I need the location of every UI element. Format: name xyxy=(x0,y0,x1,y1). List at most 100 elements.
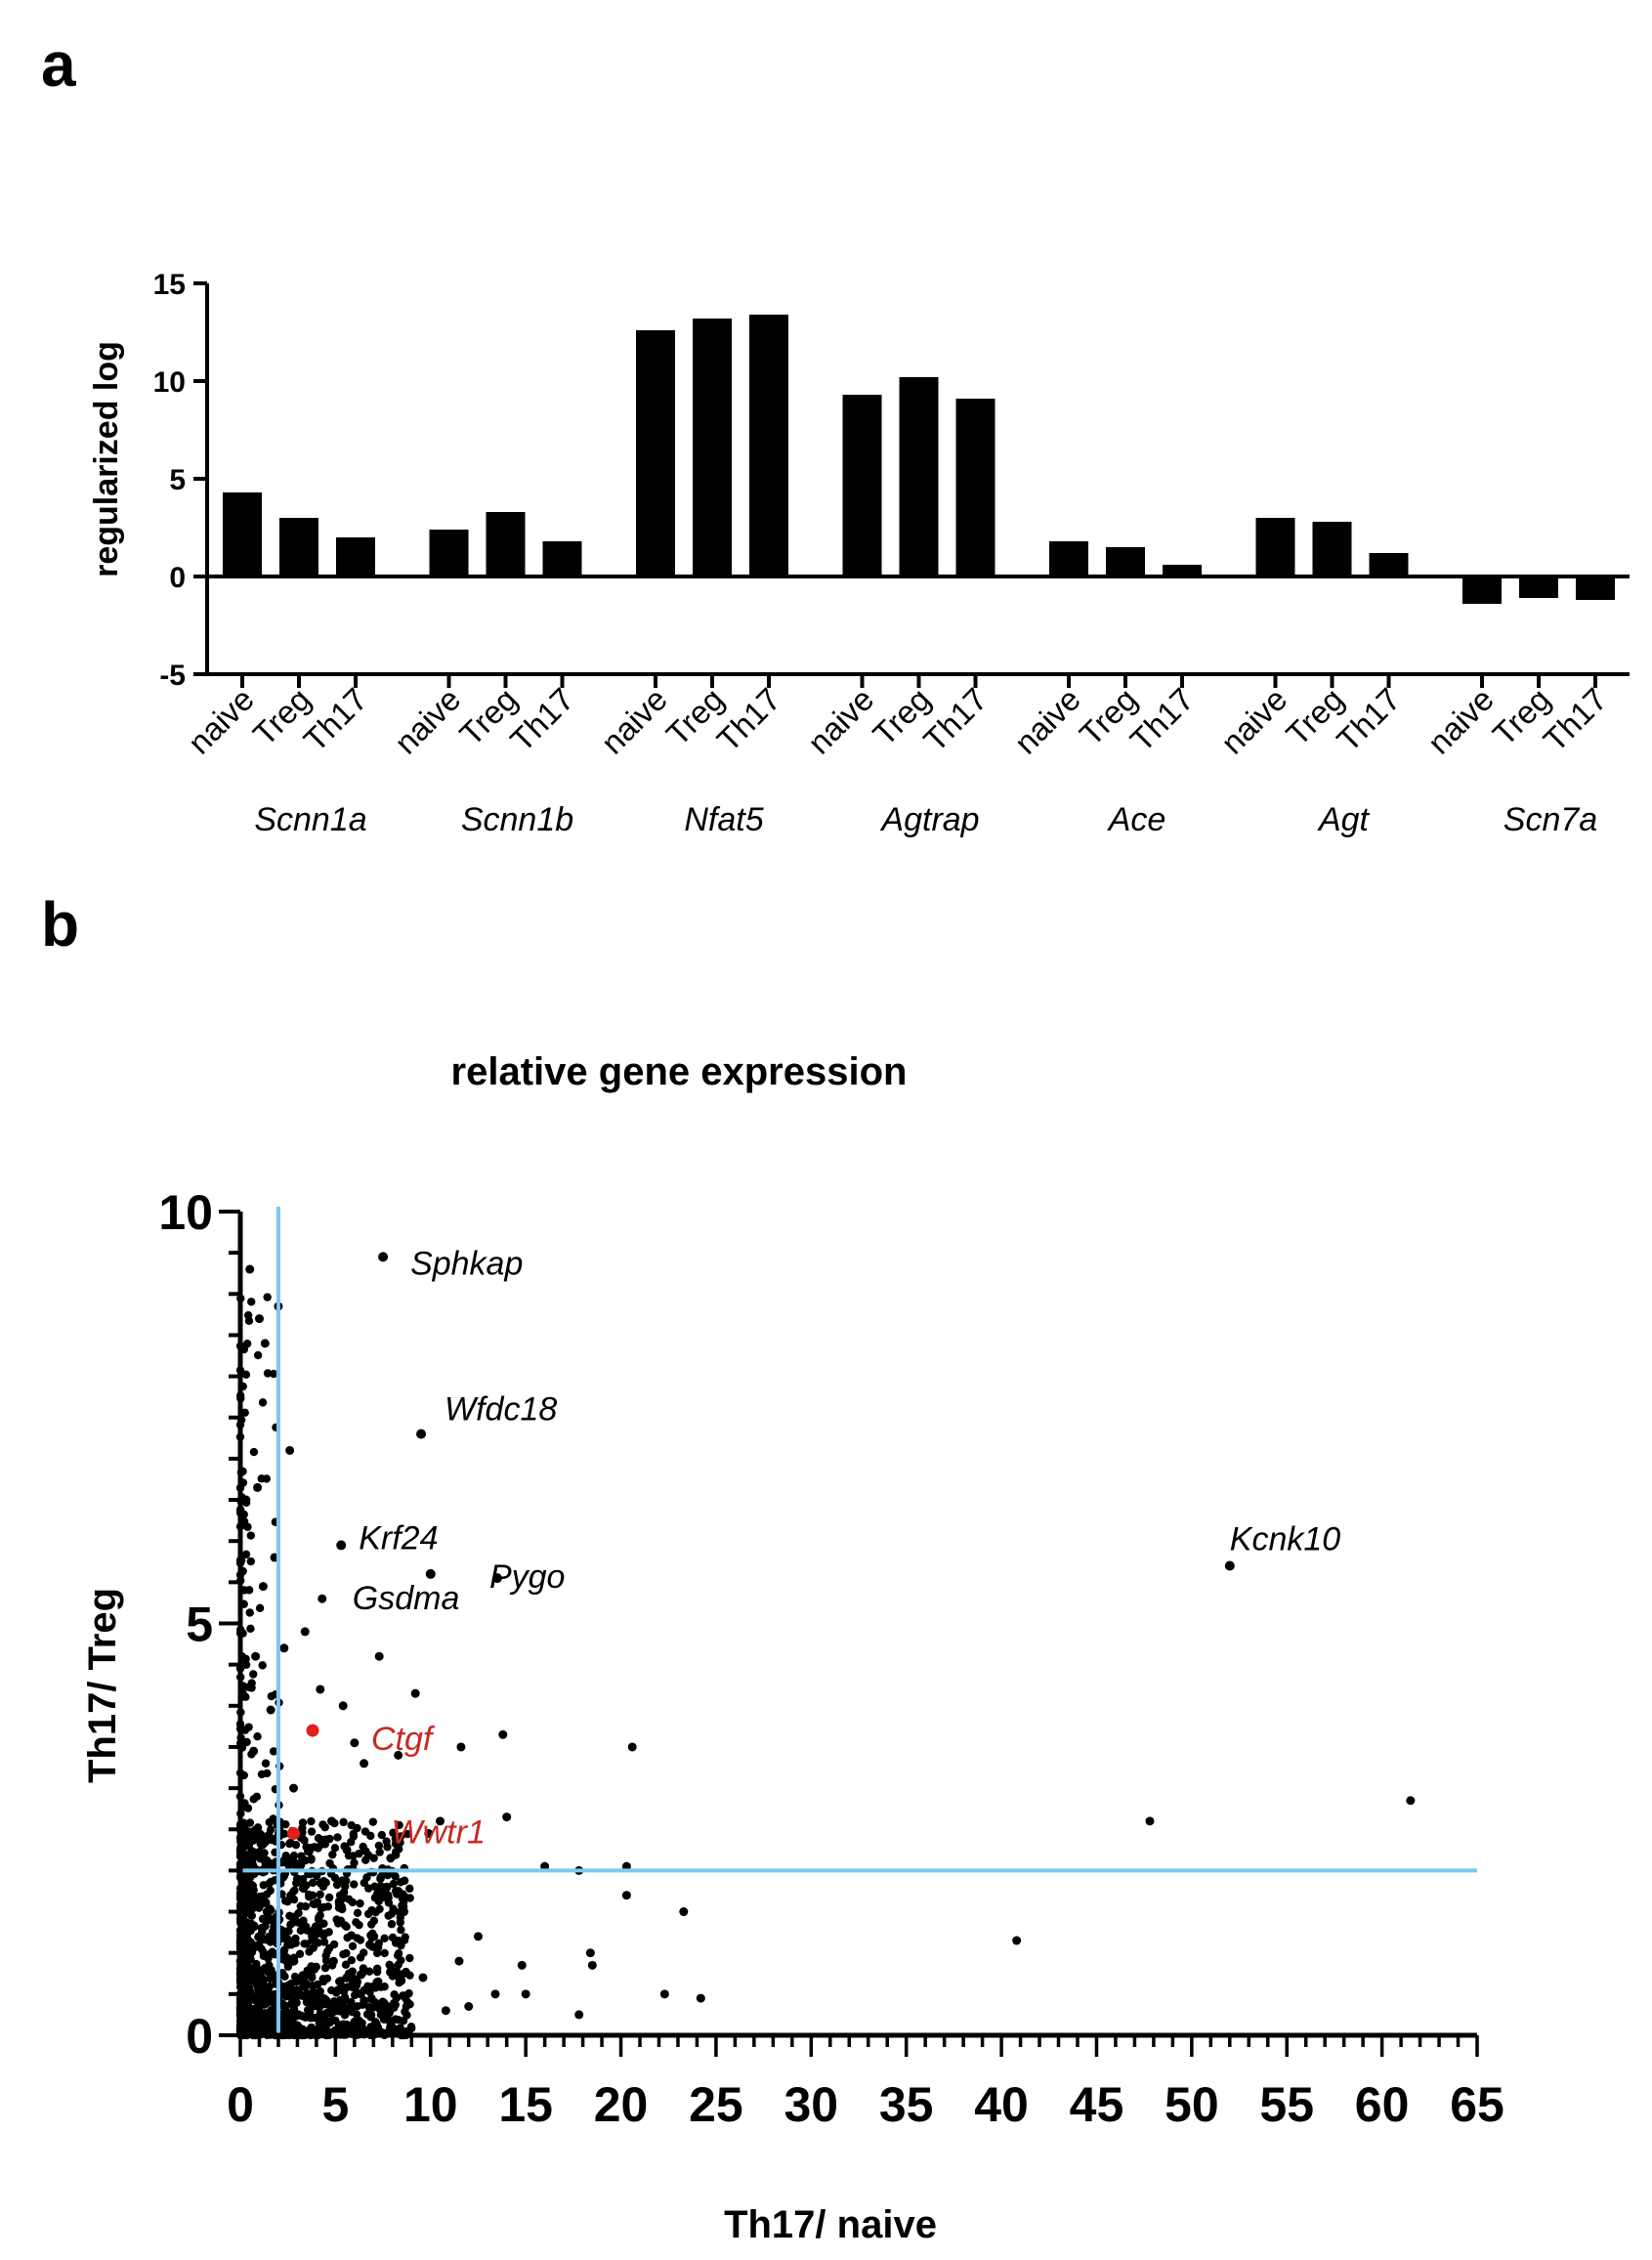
bar-category-label: naive xyxy=(181,681,261,761)
scatter-point xyxy=(270,1973,278,1983)
scatter-point xyxy=(269,1814,277,1823)
scatter-point xyxy=(316,1684,325,1694)
bar-category-label: Th17 xyxy=(503,681,580,758)
scatter-point xyxy=(400,1876,409,1885)
bar-agtrap-th17 xyxy=(955,399,995,576)
scatter-point xyxy=(319,1938,329,1946)
scatter-point xyxy=(517,1960,527,1970)
scatter-point xyxy=(1406,1796,1416,1806)
scatter-point xyxy=(328,1850,337,1859)
scatter-point-label-kcnk10: Kcnk10 xyxy=(1230,1520,1340,1557)
scatter-point xyxy=(253,1965,263,1975)
scatter-point xyxy=(282,1855,292,1864)
scatter-point xyxy=(295,1949,305,1958)
scatter-point xyxy=(405,2000,414,2009)
scatter-point xyxy=(388,1933,398,1942)
scatter-x-tick-label: 60 xyxy=(1355,2077,1410,2132)
scatter-point xyxy=(289,1895,299,1904)
scatter-point xyxy=(289,1783,299,1793)
scatter-point xyxy=(394,1750,403,1760)
scatter-point xyxy=(291,1934,300,1943)
scatter-point xyxy=(410,1688,420,1698)
scatter-point xyxy=(250,1848,259,1856)
scatter-point xyxy=(335,2025,345,2034)
scatter-point xyxy=(253,1482,263,1492)
scatter-point xyxy=(380,1948,389,1958)
scatter-point xyxy=(385,1960,394,1969)
scatter-point xyxy=(353,1908,362,1918)
scatter-labeled-point xyxy=(306,1724,319,1737)
scatter-point xyxy=(302,1940,311,1948)
bar-gene-label-agt: Agt xyxy=(1317,801,1371,838)
scatter-point xyxy=(260,1339,270,1348)
scatter-point xyxy=(372,1890,382,1898)
scatter-point xyxy=(1012,1936,1022,1945)
scatter-point xyxy=(296,1901,305,1911)
scatter-point xyxy=(327,2008,337,2017)
scatter-point xyxy=(267,1691,275,1701)
scatter-x-tick-label: 40 xyxy=(974,2077,1029,2132)
scatter-point xyxy=(241,1495,251,1505)
scatter-point xyxy=(400,1907,409,1917)
scatter-point xyxy=(292,1998,301,2007)
bar-y-tick-label: 15 xyxy=(153,269,186,301)
scatter-point xyxy=(387,1920,397,1929)
scatter-point xyxy=(245,1608,254,1617)
scatter-point xyxy=(402,1829,412,1839)
bar-nfat5-th17 xyxy=(749,315,788,576)
scatter-labeled-point xyxy=(425,1568,436,1579)
panel-a-label: a xyxy=(41,29,76,100)
scatter-y-tick-label: 5 xyxy=(186,1598,213,1652)
scatter-point xyxy=(249,1670,258,1679)
scatter-point xyxy=(245,1264,255,1274)
scatter-point xyxy=(319,1902,328,1912)
scatter-point xyxy=(368,1929,377,1939)
scatter-point xyxy=(359,2000,367,2010)
scatter-point xyxy=(324,1943,334,1953)
bar-y-axis-label: regularized log xyxy=(88,341,125,577)
scatter-point xyxy=(254,1982,263,1991)
scatter-point xyxy=(371,2022,381,2030)
scatter-point xyxy=(320,1840,330,1849)
scatter-point-label-wfdc18: Wfdc18 xyxy=(445,1391,557,1428)
scatter-labeled-point xyxy=(416,1428,427,1439)
bar-agt-naive xyxy=(1255,518,1295,576)
scatter-point xyxy=(418,1973,428,1983)
scatter-point xyxy=(261,1759,271,1768)
scatter-point-label-krf24: Krf24 xyxy=(359,1519,438,1556)
scatter-x-tick-label: 15 xyxy=(498,2077,553,2132)
scatter-point xyxy=(335,1891,345,1899)
scatter-point xyxy=(327,1999,336,2008)
scatter-point xyxy=(696,1993,705,2003)
scatter-x-tick-label: 25 xyxy=(689,2077,743,2132)
scatter-point xyxy=(248,1940,258,1949)
scatter-point xyxy=(679,1907,689,1917)
scatter-title: relative gene expression xyxy=(451,1050,908,1093)
scatter-point xyxy=(242,1737,251,1747)
scatter-point xyxy=(314,1923,323,1933)
scatter-point xyxy=(389,1828,398,1837)
scatter-point xyxy=(320,1822,329,1832)
scatter-point-label-sphkap: Sphkap xyxy=(410,1245,523,1282)
scatter-point xyxy=(380,1934,389,1942)
scatter-point xyxy=(278,1873,287,1883)
scatter-point xyxy=(281,1992,291,2001)
scatter-point xyxy=(309,1943,318,1952)
scatter-point xyxy=(394,1948,403,1958)
scatter-point xyxy=(378,1997,387,2006)
scatter-point xyxy=(320,1994,329,2004)
scatter-point xyxy=(1145,1816,1155,1826)
scatter-point xyxy=(266,1825,275,1834)
scatter-point xyxy=(391,1887,401,1896)
scatter-point xyxy=(285,1956,294,1966)
scatter-point xyxy=(244,2019,254,2027)
scatter-point xyxy=(374,1651,384,1661)
scatter-chart: relative gene expression Th17/ naive Th1… xyxy=(81,1050,1504,2246)
bar-scnn1b-naive xyxy=(429,530,469,576)
scatter-x-axis-label: Th17/ naive xyxy=(724,2203,937,2246)
bar-scnn1b-th17 xyxy=(542,541,582,576)
scatter-point xyxy=(454,1956,464,1966)
scatter-point xyxy=(405,1953,414,1963)
scatter-point xyxy=(339,1950,348,1959)
scatter-point xyxy=(342,1845,352,1855)
